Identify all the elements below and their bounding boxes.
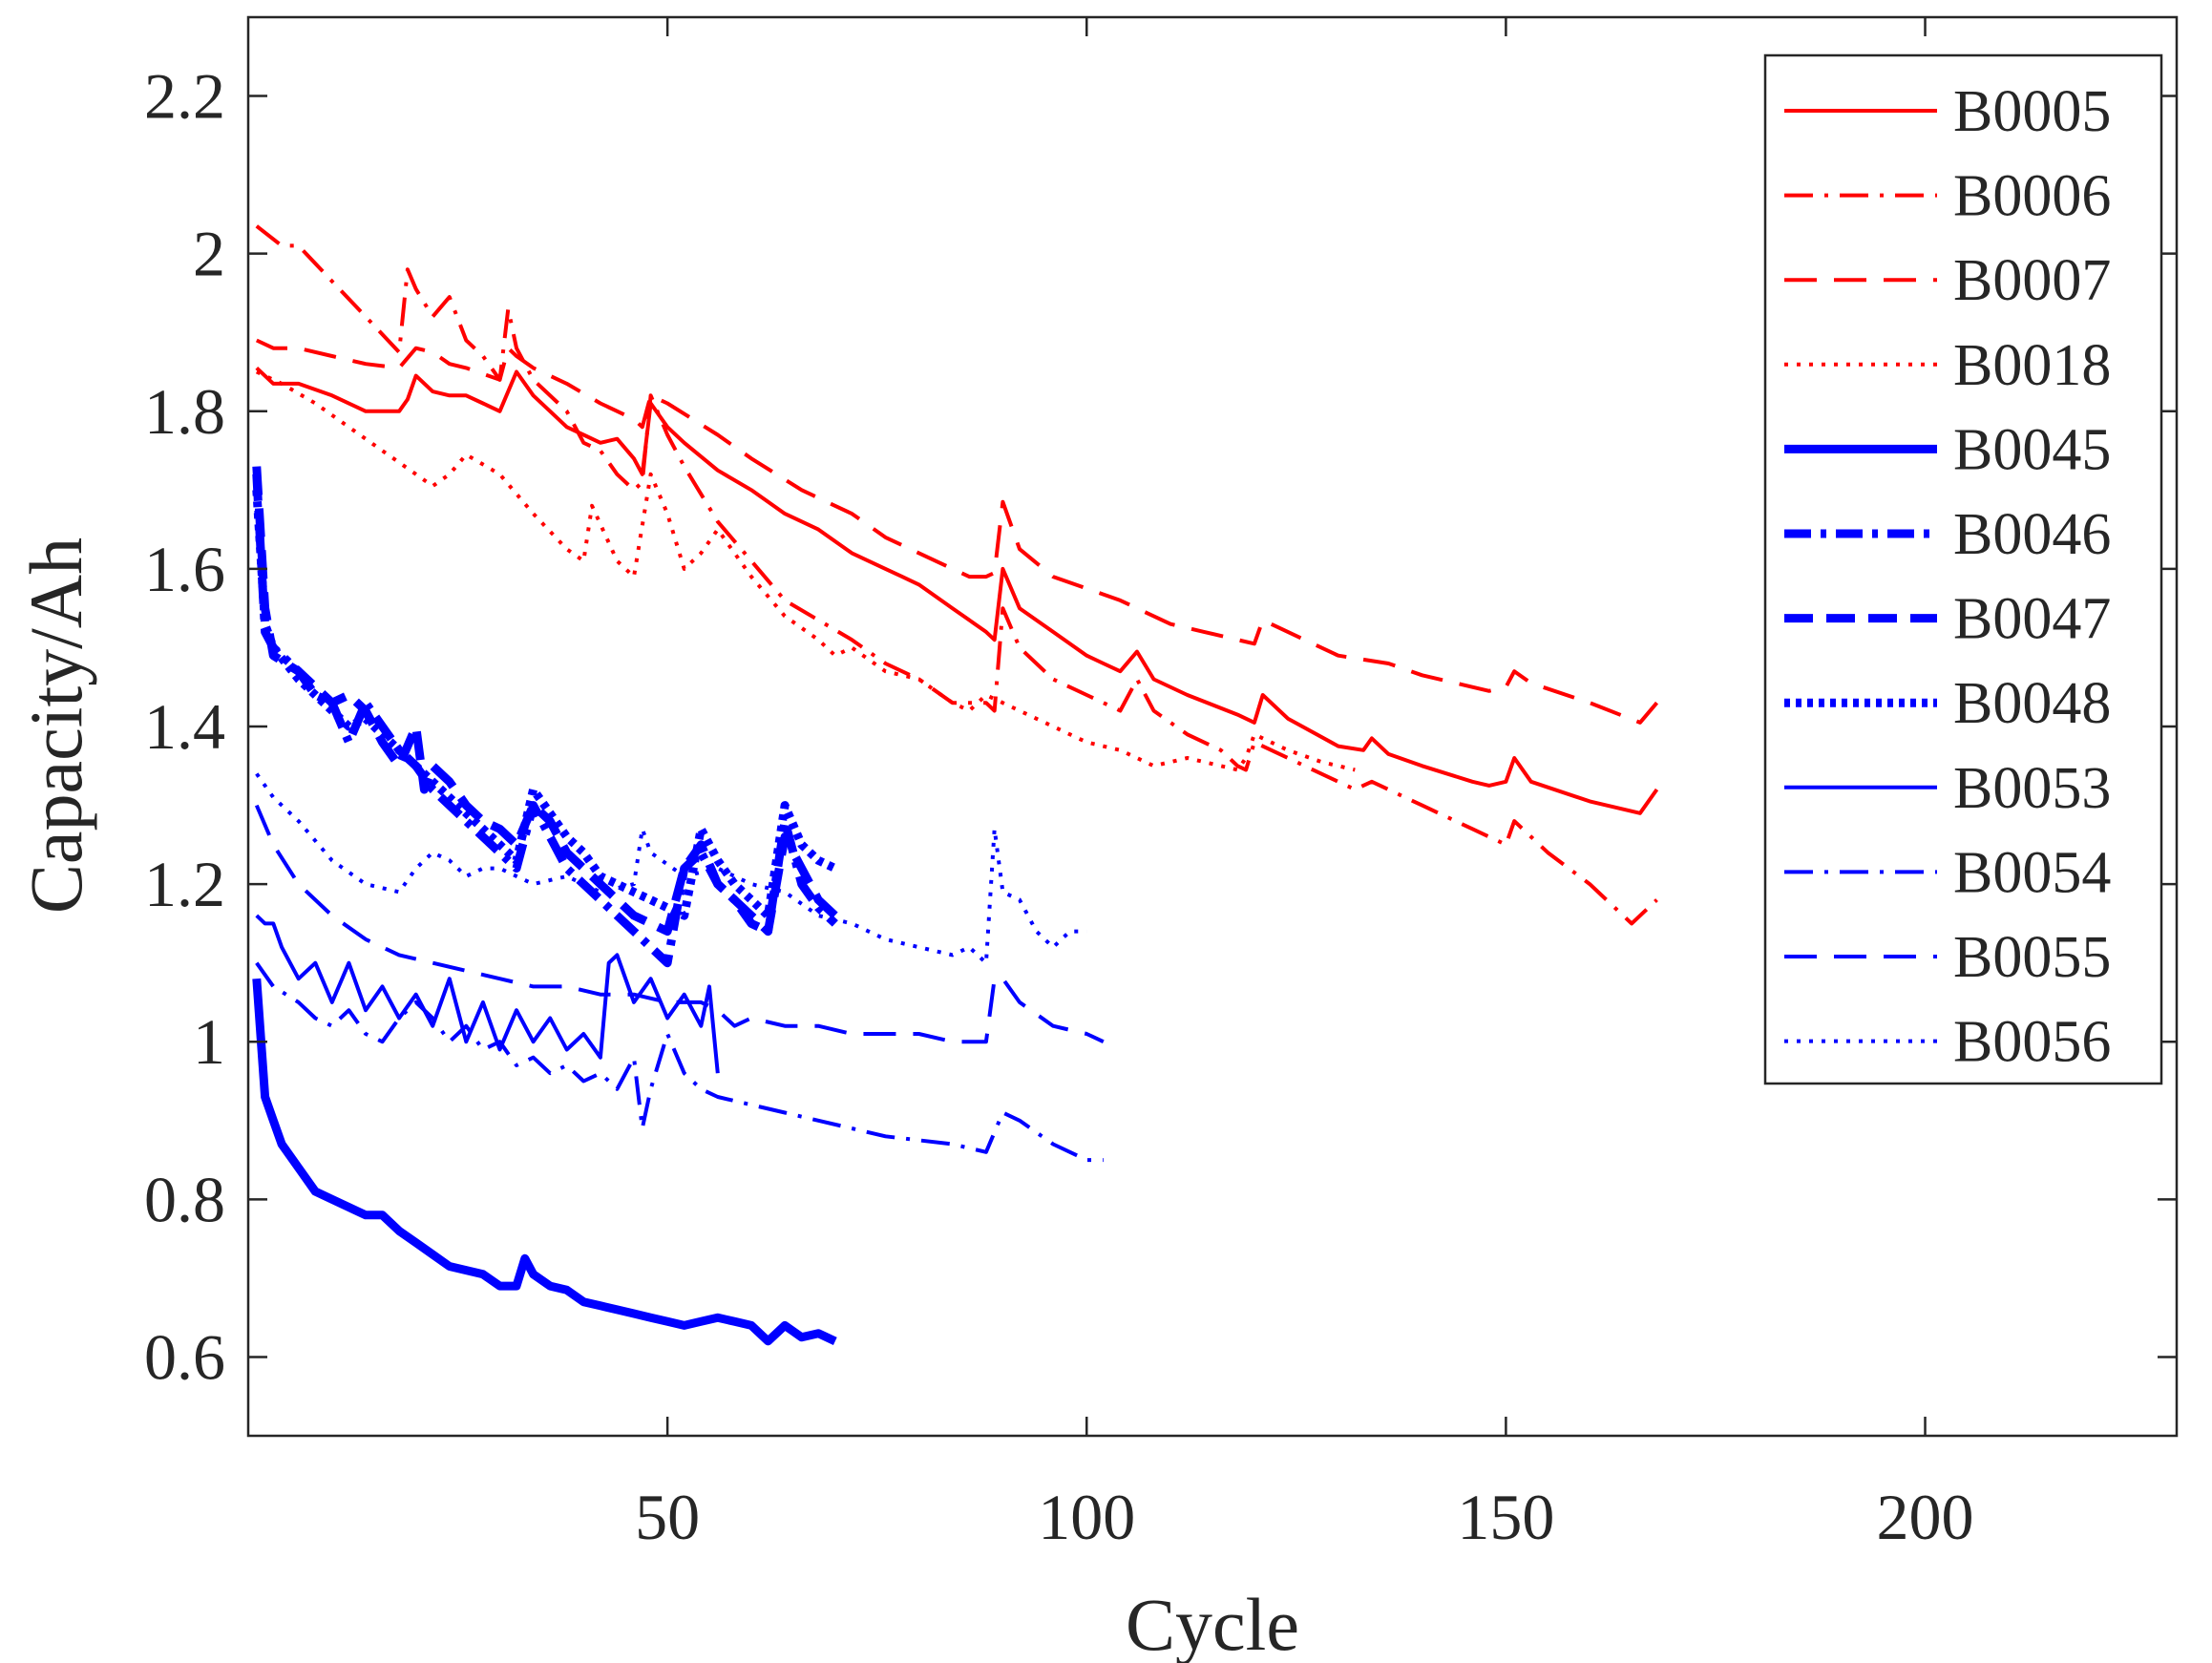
series-line-b0047 [252, 466, 838, 937]
y-axis-label: Capacity/Ah [14, 537, 97, 914]
y-tick-label-1-8: 1.8 [144, 375, 225, 448]
y-tick-label-0-6: 0.6 [144, 1320, 225, 1393]
legend-label-b0048: B0048 [1953, 671, 2111, 736]
y-tick-label-1-6: 1.6 [144, 533, 225, 605]
y-tick-label-2: 2 [193, 218, 225, 290]
y-tick-label-1: 1 [193, 1005, 225, 1078]
series-line-b0053 [255, 914, 720, 1074]
legend-label-b0006: B0006 [1953, 164, 2111, 229]
x-axis-label: Cycle [1126, 1583, 1299, 1663]
legend-label-b0005: B0005 [1953, 79, 2111, 144]
series-line-b0048 [252, 490, 837, 920]
x-tick-label-200: 200 [1877, 1481, 1974, 1553]
legend-label-b0045: B0045 [1953, 417, 2111, 482]
y-tick-label-2-2: 2.2 [144, 60, 225, 133]
x-tick-label-100: 100 [1038, 1481, 1135, 1553]
series-line-b0055 [254, 804, 1105, 1044]
series-line-b0007 [255, 338, 1659, 725]
legend-label-b0055: B0055 [1953, 925, 2111, 990]
legend-label-b0046: B0046 [1953, 502, 2111, 567]
y-tick-label-1-2: 1.2 [144, 848, 225, 920]
legend-label-b0053: B0053 [1953, 756, 2111, 821]
series-line-b0006 [255, 224, 1658, 926]
series-line-b0018 [255, 369, 1356, 772]
legend-label-b0047: B0047 [1953, 587, 2111, 652]
legend-label-b0056: B0056 [1953, 1010, 2111, 1075]
legend: B0005 B0006 B0007 B0018 B0045 B0046 B0047 B0048… [1763, 53, 2163, 1085]
axis-ticks: 50 100 150 200 0.6 0.8 1 1.2 1.4 1.6 1.8 2 2.2 [144, 17, 2177, 1553]
legend-box [1763, 53, 2163, 1085]
series-line-b0005 [255, 366, 1659, 815]
series-layer [252, 224, 1659, 1346]
y-tick-label-0-8: 0.8 [144, 1163, 225, 1235]
x-tick-label-150: 150 [1457, 1481, 1554, 1553]
y-tick-label-1-4: 1.4 [144, 690, 225, 763]
series-line-b0045 [252, 978, 837, 1346]
series-line-b0054 [255, 961, 1104, 1163]
series-line-b0056 [255, 772, 1087, 965]
legend-label-b0054: B0054 [1953, 840, 2111, 905]
legend-label-b0018: B0018 [1953, 333, 2111, 398]
x-tick-label-50: 50 [635, 1481, 700, 1553]
legend-label-b0007: B0007 [1953, 248, 2111, 313]
